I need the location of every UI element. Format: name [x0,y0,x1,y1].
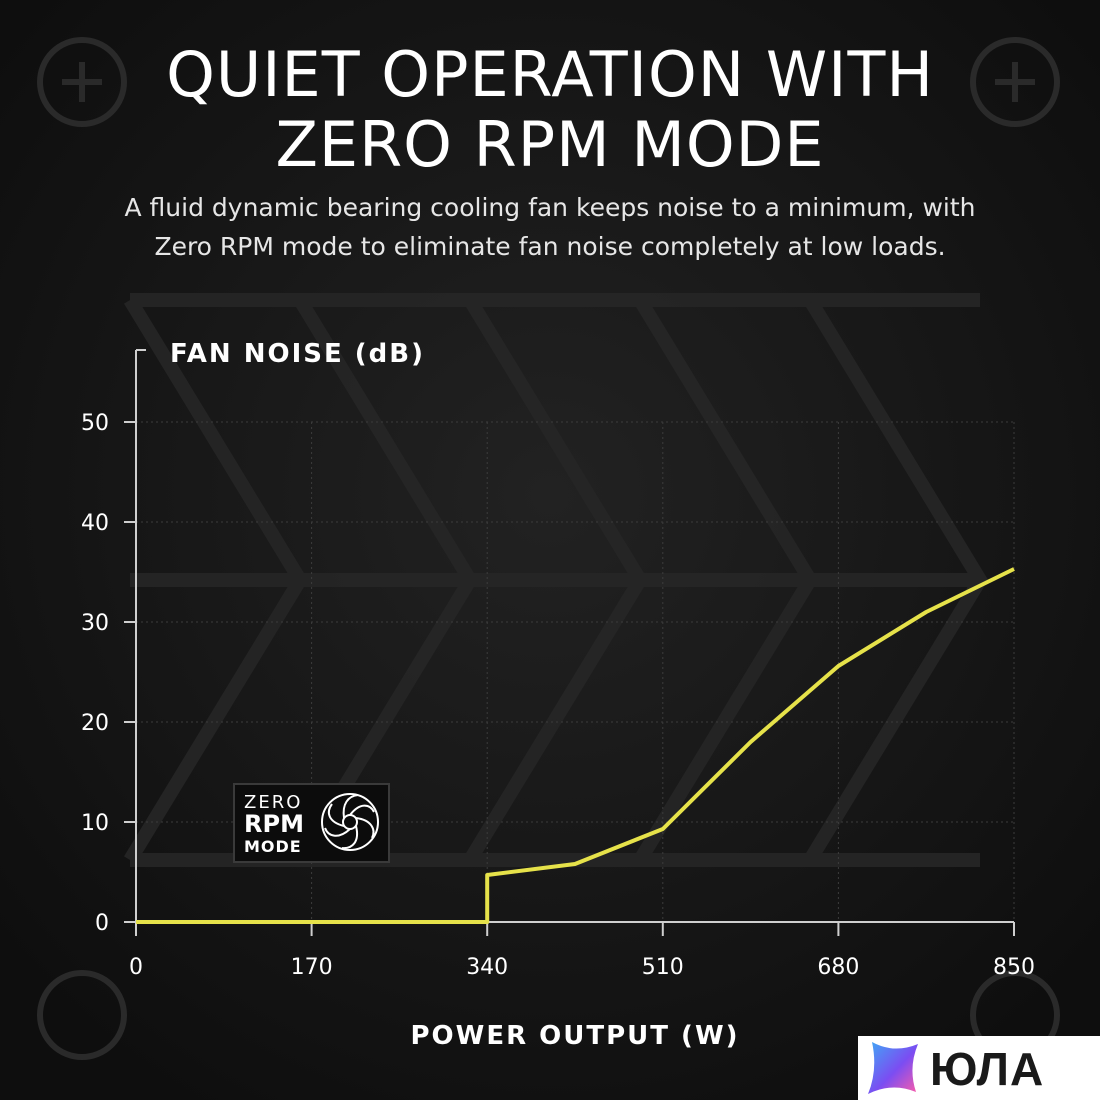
y-axis-label: FAN NOISE (dB) [170,339,425,369]
zero-rpm-badge: ZERO RPM MODE [233,783,390,863]
x-tick-label: 170 [291,955,333,980]
page-subtitle: A fluid dynamic bearing cooling fan keep… [40,188,1060,266]
x-tick-label: 510 [642,955,684,980]
x-tick-label: 0 [129,955,143,980]
y-tick-label: 10 [81,811,109,836]
badge-line-2: RPM [244,810,304,838]
star-logo-icon [868,1042,918,1094]
title-line-1: QUIET OPERATION WITH [166,38,934,111]
subtitle-line-2: Zero RPM mode to eliminate fan noise com… [154,232,946,261]
badge-line-3: MODE [244,837,302,856]
badge-line-1: ZERO [244,792,302,813]
x-tick-label: 680 [817,955,859,980]
page-title: QUIET OPERATION WITH ZERO RPM MODE [0,40,1100,180]
y-tick-label: 50 [81,411,109,436]
x-tick-label: 340 [466,955,508,980]
watermark-logo: ЮЛА [858,1036,1100,1100]
y-tick-label: 20 [81,711,109,736]
watermark-text: ЮЛА [930,1043,1045,1095]
chart-ticks: 0 10 20 30 40 50 0 170 340 510 680 850 [81,411,1035,980]
y-tick-label: 30 [81,611,109,636]
y-tick-label: 0 [95,911,109,936]
title-line-2: ZERO RPM MODE [275,108,825,181]
x-tick-label: 850 [993,955,1035,980]
y-tick-label: 40 [81,511,109,536]
fan-icon [321,793,379,851]
subtitle-line-1: A fluid dynamic bearing cooling fan keep… [124,193,976,222]
x-axis-label: POWER OUTPUT (W) [410,1021,739,1051]
fan-noise-line [136,567,1015,924]
